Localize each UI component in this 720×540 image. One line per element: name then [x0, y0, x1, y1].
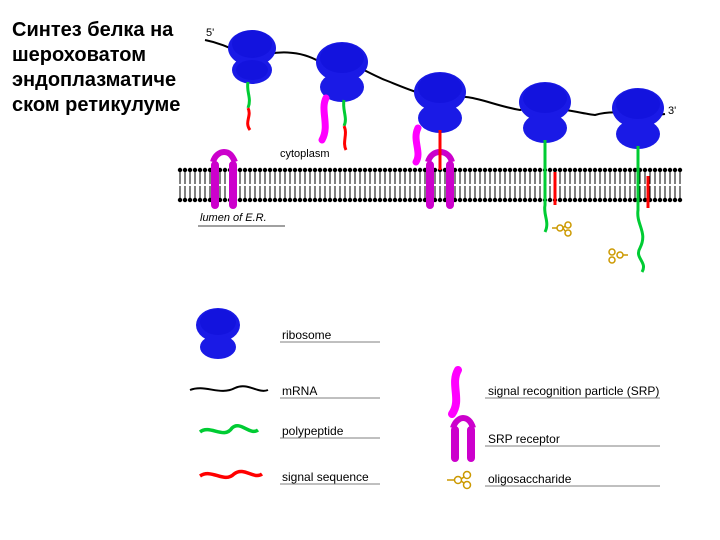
- legend-signal-sequence-label: signal sequence: [282, 470, 369, 484]
- legend-signal-sequence-icon: [200, 471, 262, 477]
- legend-polypeptide-label: polypeptide: [282, 424, 343, 438]
- free-srp-receptor: [213, 152, 235, 205]
- legend-srp-receptor-label: SRP receptor: [488, 432, 560, 446]
- legend-mrna-label: mRNA: [282, 384, 317, 398]
- ribosome-3: [414, 72, 466, 205]
- legend-ribosome-label: ribosome: [282, 328, 331, 342]
- ribosome-2: [316, 42, 368, 150]
- legend-srp-icon: [452, 370, 458, 414]
- cytoplasm-label: cytoplasm: [280, 148, 330, 160]
- five-prime-label: 5': [206, 27, 214, 39]
- legend-polypeptide-icon: [200, 426, 258, 433]
- ribosome-1: [228, 30, 276, 130]
- legend-oligosaccharide-label: oligosaccharide: [488, 472, 571, 486]
- three-prime-label: 3': [668, 105, 676, 117]
- ribosome-4: [519, 82, 571, 236]
- ribosome-5: [609, 88, 664, 272]
- legend-ribosome-icon: [196, 308, 240, 359]
- legend-mrna-icon: [190, 386, 268, 391]
- lumen-label: lumen of E.R.: [200, 212, 267, 224]
- legend-srp-label: signal recognition particle (SRP): [488, 384, 659, 398]
- legend-srp-receptor-icon: [453, 418, 473, 458]
- legend-oligosaccharide-icon: [447, 472, 471, 489]
- diagram-svg: [0, 0, 720, 540]
